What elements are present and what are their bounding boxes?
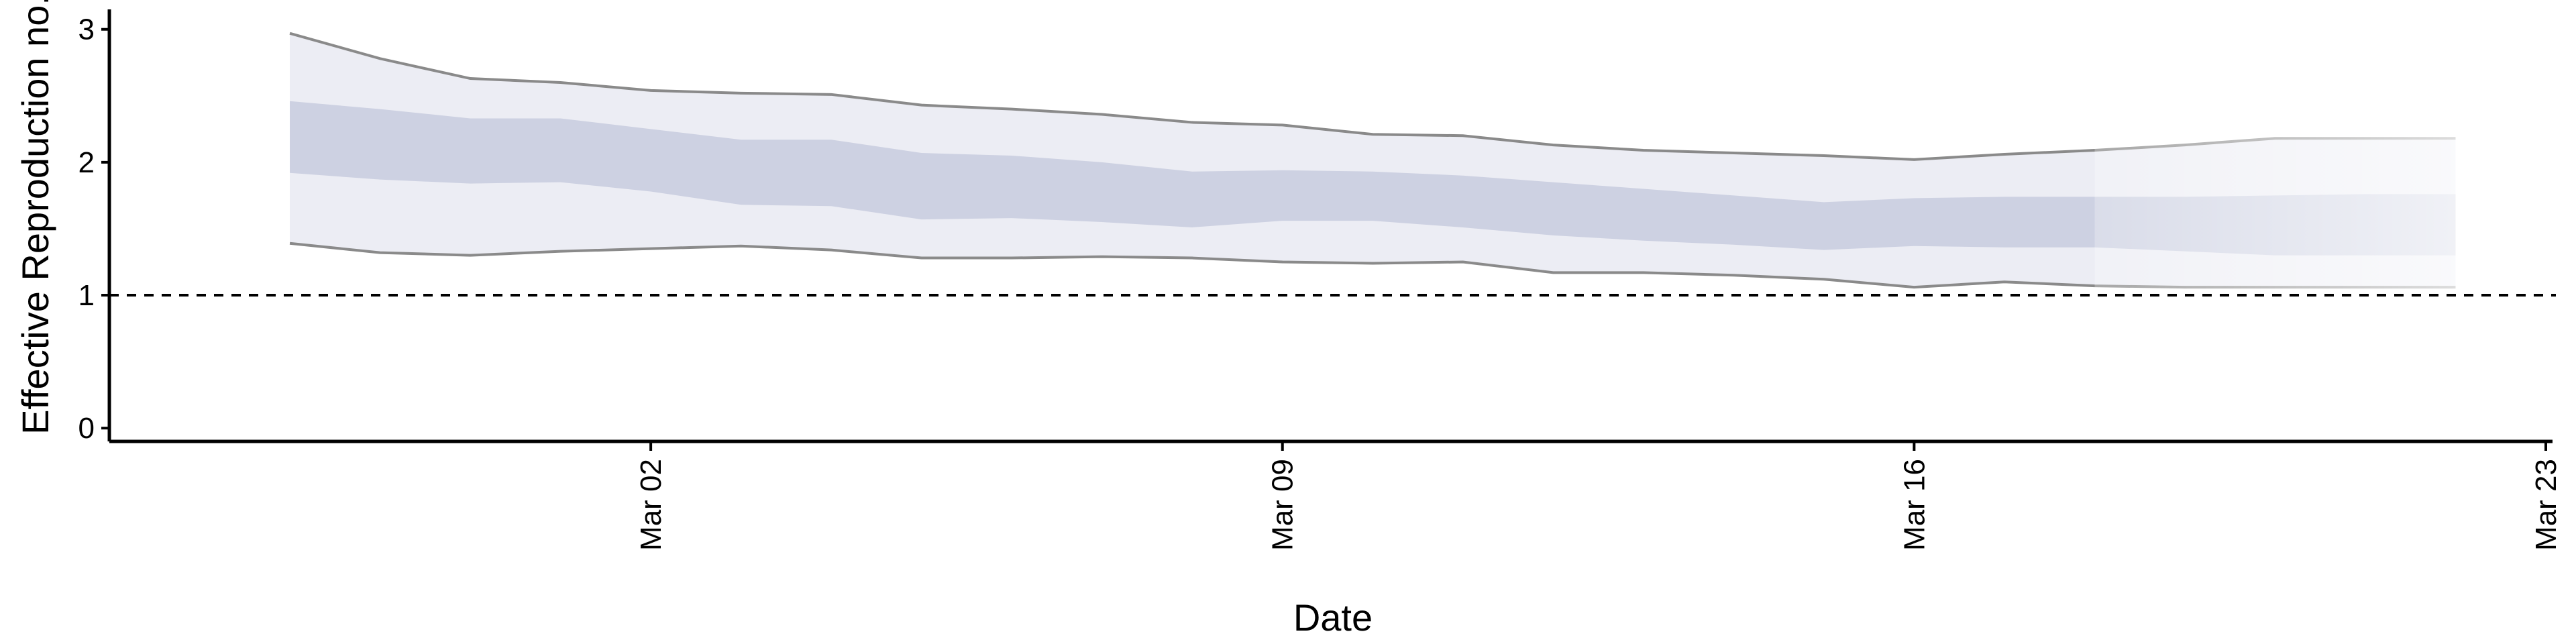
forecast-fade <box>2094 22 2459 302</box>
x-tick-label: Mar 16 <box>1898 459 1931 551</box>
forecast-fade-overlay <box>2094 22 2459 302</box>
y-tick-label: 3 <box>78 13 95 46</box>
x-tick-label: Mar 09 <box>1267 459 1299 551</box>
axes: 0 1 2 3 Mar 02 Mar 09 Mar 16 Mar 23 <box>78 9 2563 551</box>
y-tick-label: 2 <box>78 146 95 179</box>
y-tick-label: 1 <box>78 279 95 312</box>
y-tick-label: 0 <box>78 412 95 445</box>
x-tick-label: Mar 23 <box>2530 459 2563 551</box>
ci-50-band <box>290 101 2456 256</box>
x-tick-label: Mar 02 <box>635 459 667 551</box>
x-axis-title: Date <box>1293 596 1373 639</box>
y-axis-title: Effective Reproduction no. <box>14 0 56 435</box>
